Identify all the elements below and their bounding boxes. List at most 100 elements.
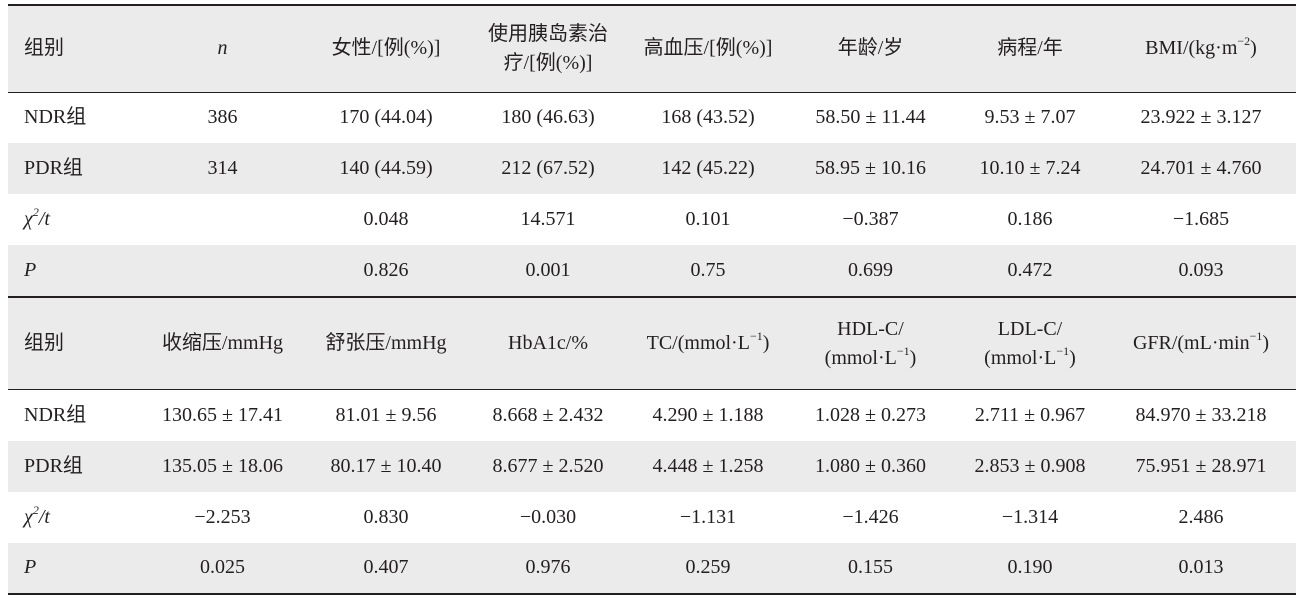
t1-header-duration: 病程/年 [954,5,1106,93]
t2-header-gfr-text: GFR/(mL·min [1132,332,1250,354]
t2-cell: NDR组 [24,403,87,426]
t2-cell: 130.65 ± 17.41 [162,403,283,426]
t2-cell: 0.830 [363,505,409,528]
t2-header-tc-sup: −1 [749,329,763,343]
t2-row-chi-t: χ2/t −2.253 0.830 −0.030 −1.131 −1.426 −… [8,492,1296,543]
t2-p-label: P [8,542,140,594]
t2-cell: 4.290 ± 1.188 [652,403,764,426]
t1-cell: 0.186 [1007,208,1053,230]
t2-cell: 2.486 [1178,505,1224,528]
t1-cell: 0.75 [629,245,787,296]
t2-row-ndr: NDR组 130.65 ± 17.41 81.01 ± 9.56 8.668 ±… [8,390,1296,441]
t2-row-pdr: PDR组 135.05 ± 18.06 80.17 ± 10.40 8.677 … [8,440,1296,492]
t2-header-group: 组别 [8,297,140,390]
t1-cell: 212 (67.52) [467,143,629,194]
t1-cell: 168 (43.52) [661,106,755,129]
baseline-table-1: 组别 n 女性/[例(%)] 使用胰岛素治疗/[例(%)] 高血压/[例(%)]… [8,4,1296,297]
t1-cell: 314 [140,143,305,194]
t2-cell: PDR组 [8,440,140,492]
t1-cell: NDR组 [24,106,87,129]
t2-header-gfr-sup: −1 [1249,329,1263,343]
t1-row-p: P 0.826 0.001 0.75 0.699 0.472 0.093 [8,245,1296,296]
t1-cell: 24.701 ± 4.760 [1106,143,1296,194]
t1-cell: −0.387 [842,208,899,230]
t1-p-label: P [8,245,140,296]
t2-header-hdl-sup: −1 [896,343,910,358]
t2-cell: 8.668 ± 2.432 [492,403,604,426]
t1-cell: 140 (44.59) [305,143,467,194]
t2-cell: 0.976 [467,542,629,594]
t1-cell: 0.093 [1106,245,1296,296]
t1-cell [140,194,305,245]
t2-header-dbp: 舒张压/mmHg [305,297,467,390]
baseline-table-2: 组别 收缩压/mmHg 舒张压/mmHg HbA1c/% TC/(mmol·L−… [8,297,1296,595]
t2-cell: 2.711 ± 0.967 [974,403,1086,426]
t1-header-age: 年龄/岁 [787,5,954,93]
t1-cell: 9.53 ± 7.07 [984,106,1076,129]
t2-cell: 0.190 [954,542,1106,594]
t2-cell: 4.448 ± 1.258 [629,440,787,492]
t2-row-p: P 0.025 0.407 0.976 0.259 0.155 0.190 0.… [8,542,1296,594]
t2-cell: 0.013 [1106,542,1296,594]
t1-cell: 0.101 [685,208,731,230]
t1-cell: 0.048 [363,208,409,230]
t1-cell: 10.10 ± 7.24 [954,143,1106,194]
t1-cell: 23.922 ± 3.127 [1140,106,1262,129]
t1-cell: 58.50 ± 11.44 [815,106,926,129]
t1-header-female: 女性/[例(%)] [305,5,467,93]
t1-cell: 0.001 [467,245,629,296]
t1-stat-label: χ2/t [8,194,140,245]
t2-header-ldl-unit: (mmol·L [984,346,1057,369]
t2-cell: 75.951 ± 28.971 [1106,440,1296,492]
t2-header-tc-text: TC/(mmol·L [646,332,750,354]
t2-header-gfr: GFR/(mL·min−1) [1106,297,1296,390]
t1-header-group: 组别 [8,5,140,93]
t1-header-hypertension: 高血压/[例(%)] [629,5,787,93]
t2-cell: −0.030 [519,505,577,528]
t1-cell: 170 (44.04) [339,106,433,129]
t2-header-ldl-sup: −1 [1056,343,1070,358]
t2-stat-label: χ2/t [8,492,140,543]
t2-header-gfr-close: ) [1262,332,1270,354]
t1-header-bmi-sup: −2 [1237,34,1251,49]
t1-row-ndr: NDR组 386 170 (44.04) 180 (46.63) 168 (43… [8,92,1296,143]
t1-cell: 0.472 [954,245,1106,296]
t2-header-ldl-close: ) [1069,346,1076,369]
t1-cell: 180 (46.63) [501,106,595,129]
t2-cell: 0.407 [305,542,467,594]
t2-cell: 135.05 ± 18.06 [140,440,305,492]
t2-cell: −1.314 [1001,505,1059,528]
t1-cell [140,245,305,296]
t2-cell: −1.131 [679,505,737,528]
t1-header-bmi-text: BMI/(kg·m [1145,37,1238,60]
t1-chi-slash-t: /t [38,208,50,230]
t1-header-bmi-close: ) [1250,37,1257,60]
t2-header-ldl-line1: LDL-C/ [997,317,1063,340]
t2-cell: 8.677 ± 2.520 [467,440,629,492]
t2-header-hdl-line1: HDL-C/ [837,317,904,340]
t1-chi-sup: 2 [32,205,39,219]
t1-cell: 0.699 [787,245,954,296]
t2-cell: 1.028 ± 0.273 [815,403,926,426]
t2-cell: 0.155 [787,542,954,594]
t2-header-hdl: HDL-C/ (mmol·L−1) [787,297,954,390]
t2-header-hba1c: HbA1c/% [467,297,629,390]
t1-header-n: n [140,5,305,93]
t2-chi-symbol: χ [24,505,33,528]
t1-header-insulin: 使用胰岛素治疗/[例(%)] [467,5,629,93]
table2-header-row: 组别 收缩压/mmHg 舒张压/mmHg HbA1c/% TC/(mmol·L−… [8,297,1296,390]
t2-header-hdl-unit: (mmol·L [824,346,897,369]
t2-header-hdl-close: ) [909,346,917,369]
table1-header-row: 组别 n 女性/[例(%)] 使用胰岛素治疗/[例(%)] 高血压/[例(%)]… [8,5,1296,93]
t1-cell: 0.826 [305,245,467,296]
t2-chi-sup: 2 [32,502,39,517]
t2-cell: −1.426 [842,505,899,528]
t2-chi-slash-t: /t [38,505,50,528]
t1-row-chi-t: χ2/t 0.048 14.571 0.101 −0.387 0.186 −1.… [8,194,1296,245]
t2-cell: 80.17 ± 10.40 [305,440,467,492]
t1-cell: −1.685 [1172,208,1230,230]
t2-cell: 1.080 ± 0.360 [787,440,954,492]
t1-chi-symbol: χ [24,208,33,230]
t2-cell: 2.853 ± 0.908 [954,440,1106,492]
